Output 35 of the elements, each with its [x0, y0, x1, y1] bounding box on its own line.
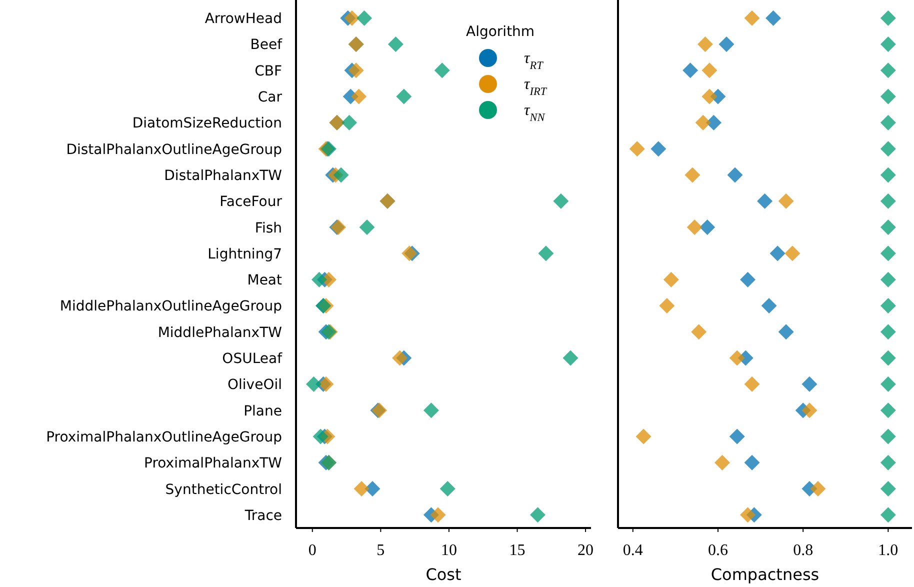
y-tick-label: Car — [258, 90, 282, 106]
y-tick-label: ArrowHead — [204, 11, 282, 28]
y-tick-label: DistalPhalanxOutlineAgeGroup — [66, 142, 282, 158]
legend-label: τ$_{IRT}$ — [524, 76, 548, 98]
x-tick-label: 10 — [440, 542, 457, 559]
y-tick-label: Plane — [244, 403, 282, 420]
y-tick-label: Meat — [247, 272, 283, 289]
x-tick-label: 1.0 — [878, 542, 898, 559]
x-tick-label: 0.6 — [708, 542, 728, 559]
legend-title: Algorithm — [466, 24, 535, 40]
y-tick-label: Fish — [254, 220, 282, 236]
y-tick-label: Beef — [250, 37, 284, 54]
y-tick-label: FaceFour — [220, 194, 282, 210]
legend-label: τ$_{NN}$ — [524, 102, 546, 124]
x-tick-label: 5 — [376, 542, 385, 559]
y-tick-label: DistalPhalanxTW — [164, 168, 282, 184]
x-tick-label: 0.4 — [622, 542, 643, 559]
y-tick-label: ProximalPhalanxTW — [144, 456, 282, 472]
y-tick-label: Trace — [244, 508, 282, 524]
x-tick-label: 20 — [578, 542, 594, 559]
y-tick-label: MiddlePhalanxOutlineAgeGroup — [60, 298, 282, 315]
x-axis-title: Compactness — [710, 565, 820, 584]
y-tick-label: OliveOil — [228, 377, 282, 394]
y-tick-label: ProximalPhalanxOutlineAgeGroup — [46, 429, 282, 446]
y-tick-label: SyntheticControl — [165, 482, 282, 498]
x-tick-label: 0.8 — [793, 542, 814, 559]
x-tick-label: 0 — [308, 542, 316, 559]
legend-label: τ$_{RT}$ — [524, 50, 544, 72]
x-axis-title: Cost — [426, 565, 462, 584]
y-tick-label: OSULeaf — [222, 351, 284, 368]
y-tick-label: DiatomSizeReduction — [132, 116, 282, 132]
x-tick-label: 15 — [509, 542, 526, 559]
y-tick-label: MiddlePhalanxTW — [158, 324, 282, 341]
y-tick-label: CBF — [254, 63, 282, 80]
y-tick-label: Lightning7 — [208, 246, 282, 262]
